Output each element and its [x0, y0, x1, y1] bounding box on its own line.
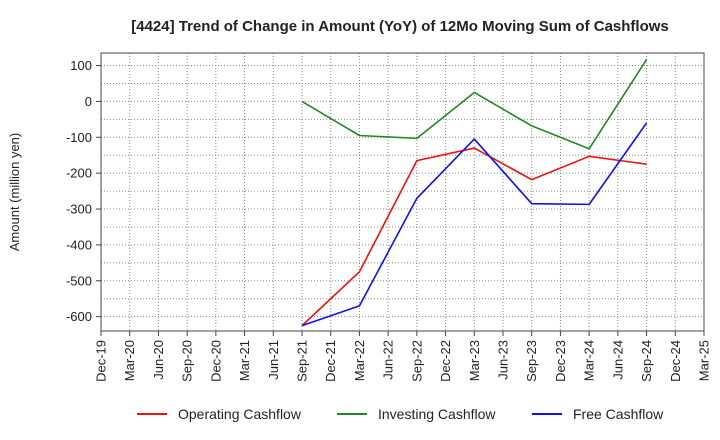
y-tick-label: -500: [66, 273, 92, 288]
x-tick-label: Jun-24: [610, 340, 625, 380]
x-tick-label: Jun-23: [496, 340, 511, 380]
x-tick-label: Mar-24: [582, 340, 597, 381]
x-tick-label: Jun-20: [151, 340, 166, 380]
y-tick-label: 0: [85, 94, 92, 109]
x-axis: Dec-19 Mar-20 Jun-20 Sep-20 Dec-20 Mar-21 Jun-…: [94, 331, 712, 382]
y-tick-label: -300: [66, 202, 92, 217]
x-tick-label: Dec-22: [438, 340, 453, 382]
chart-title: [4424] Trend of Change in Amount (YoY) o…: [131, 18, 669, 35]
y-tick-label: -100: [66, 130, 92, 145]
x-tick-label: Dec-23: [553, 340, 568, 382]
y-tick-label: 100: [70, 58, 92, 73]
y-axis: 100 0 -100 -200 -300 -400 -500 -600: [66, 58, 101, 324]
x-tick-label: Sep-21: [295, 340, 310, 382]
legend: Operating Cashflow Investing Cashflow Free…: [137, 406, 664, 422]
x-tick-label: Dec-19: [94, 340, 109, 382]
x-tick-label: Mar-22: [352, 340, 367, 381]
series-line-operating-cashflow: [301, 147, 647, 327]
legend-label-operating-cashflow: Operating Cashflow: [178, 406, 302, 422]
x-tick-label: Dec-20: [208, 340, 223, 382]
x-tick-label: Sep-22: [409, 340, 424, 382]
legend-label-free-cashflow: Free Cashflow: [573, 406, 664, 422]
grid: [100, 53, 705, 331]
plot-frame: [100, 52, 705, 332]
series-line-investing-cashflow: [301, 59, 648, 150]
x-tick-label: Sep-23: [524, 340, 539, 382]
x-tick-label: Dec-24: [668, 340, 683, 382]
y-tick-label: -400: [66, 237, 92, 252]
x-tick-label: Dec-21: [323, 340, 338, 382]
x-tick-label: Mar-25: [697, 340, 712, 381]
legend-label-investing-cashflow: Investing Cashflow: [378, 406, 496, 422]
x-tick-label: Mar-23: [467, 340, 482, 381]
x-tick-label: Sep-20: [180, 340, 195, 382]
y-axis-label: Amount (million yen): [7, 133, 22, 252]
x-tick-label: Jun-22: [381, 340, 396, 380]
x-tick-label: Sep-24: [639, 340, 654, 382]
series-line-free-cashflow: [301, 122, 648, 327]
x-tick-label: Mar-21: [237, 340, 252, 381]
y-tick-label: -600: [66, 309, 92, 324]
x-tick-label: Jun-21: [266, 340, 281, 380]
x-tick-label: Mar-20: [122, 340, 137, 381]
series-group: [301, 59, 648, 327]
y-tick-label: -200: [66, 166, 92, 181]
